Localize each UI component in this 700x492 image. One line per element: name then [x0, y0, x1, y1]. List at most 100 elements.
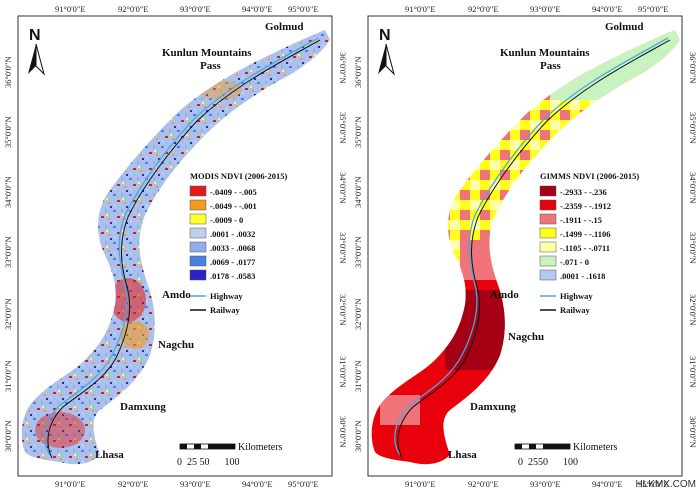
north-label: N — [379, 27, 391, 44]
lon-label: 91°0'0"E — [55, 4, 86, 14]
legend-item: -.071 - 0 — [539, 255, 589, 267]
lon-label: 94°0'0"E — [242, 4, 273, 14]
lon-label: 95°0'0"E — [288, 479, 319, 489]
lon-label: 92°0'0"E — [118, 479, 149, 489]
svg-text:-.1105 - -.0711: -.1105 - -.0711 — [560, 243, 610, 253]
legend-item: -.0009 - 0 — [189, 213, 243, 225]
svg-text:.0069 - .0177: .0069 - .0177 — [210, 257, 256, 267]
lon-label: 93°0'0"E — [530, 479, 561, 489]
lat-label: 35°0'0"N — [353, 116, 363, 148]
lat-label: 36°0'0"N — [3, 56, 13, 88]
scale-bar: Kilometers 0 25 50 100 — [177, 442, 283, 468]
lon-label: 93°0'0"E — [530, 4, 561, 14]
legend-item: -.2933 - -.236 — [539, 185, 607, 197]
lat-label: 32°0'0"N — [353, 298, 363, 330]
scale-ticks: 0 25 50 100 — [177, 457, 240, 468]
lat-label: 30°0'0"N — [3, 420, 13, 452]
modis-map-panel: 91°0'0"E 92°0'0"E 93°0'0"E 94°0'0"E 95°0… — [3, 4, 348, 489]
city-nagchu: Nagchu — [158, 339, 194, 351]
legend-highway: Highway — [540, 291, 593, 301]
legend-item: -.2359 - -.1912 — [539, 199, 611, 211]
gimms-map: 91°0'0"E 92°0'0"E 93°0'0"E 94°0'0"E 95°0… — [353, 4, 698, 489]
legend-item: .0033 - .0068 — [189, 241, 255, 253]
svg-text:Highway: Highway — [560, 291, 593, 301]
lat-label: 33°0'0"N — [688, 232, 698, 264]
legend-item: -.0049 - -.001 — [189, 199, 257, 211]
legend-item: -.1911 - -.15 — [539, 213, 602, 225]
lon-label: 92°0'0"E — [468, 4, 499, 14]
watermark: HLKMX.COM — [635, 479, 696, 490]
svg-text:-.1911 - -.15: -.1911 - -.15 — [560, 215, 602, 225]
lat-label: 30°0'0"N — [688, 416, 698, 448]
legend-highway: Highway — [190, 291, 243, 301]
lat-label: 34°0'0"N — [688, 172, 698, 204]
scale-ticks: 0 2550 100 — [518, 457, 578, 468]
city-damxung: Damxung — [470, 401, 516, 413]
latitude-labels-right: 36°0'0"N 35°0'0"N 34°0'0"N 33°0'0"N 32°0… — [688, 52, 698, 448]
city-damxung: Damxung — [120, 401, 166, 413]
lat-label: 33°0'0"N — [338, 232, 348, 264]
svg-text:-.0009 - 0: -.0009 - 0 — [210, 215, 243, 225]
scale-bar: Kilometers 0 2550 100 — [514, 442, 618, 468]
lat-label: 33°0'0"N — [353, 236, 363, 268]
railway-line — [397, 39, 671, 459]
legend-item: .0069 - .0177 — [189, 255, 256, 267]
lat-label: 36°0'0"N — [688, 52, 698, 84]
lon-label: 91°0'0"E — [405, 4, 436, 14]
lat-label: 34°0'0"N — [353, 176, 363, 208]
svg-text:Highway: Highway — [210, 291, 243, 301]
highway-line — [44, 37, 319, 456]
lon-label: 93°0'0"E — [180, 4, 211, 14]
svg-text:-.2359 - -.1912: -.2359 - -.1912 — [560, 201, 611, 211]
lat-label: 33°0'0"N — [3, 236, 13, 268]
lon-label: 94°0'0"E — [592, 4, 623, 14]
longitude-labels-top: 91°0'0"E 92°0'0"E 93°0'0"E 94°0'0"E 95°0… — [55, 4, 319, 14]
legend-item: .0178 - .0583 — [189, 269, 255, 281]
city-lhasa: Lhasa — [448, 449, 477, 461]
city-kunlun-pass-line2: Pass — [200, 60, 222, 72]
lat-label: 36°0'0"N — [353, 56, 363, 88]
lon-label: 92°0'0"E — [118, 4, 149, 14]
highway-line — [394, 37, 669, 456]
longitude-labels-bottom: 91°0'0"E 92°0'0"E 93°0'0"E 94°0'0"E 95°0… — [55, 479, 319, 489]
gimms-map-panel: 91°0'0"E 92°0'0"E 93°0'0"E 94°0'0"E 95°0… — [350, 0, 700, 492]
legend: GIMMS NDVI (2006-2015) -.2933 - -.236 -.… — [539, 171, 639, 315]
longitude-labels-bottom: 91°0'0"E 92°0'0"E 93°0'0"E 94°0'0"E 95°0… — [405, 479, 669, 489]
lat-label: 31°0'0"N — [3, 360, 13, 392]
longitude-labels-top: 91°0'0"E 92°0'0"E 93°0'0"E 94°0'0"E 95°0… — [405, 4, 669, 14]
lon-label: 95°0'0"E — [288, 4, 319, 14]
lat-label: 32°0'0"N — [338, 294, 348, 326]
legend-item: -.0409 - -.005 — [189, 185, 257, 197]
latitude-labels-left: 36°0'0"N 35°0'0"N 34°0'0"N 33°0'0"N 32°0… — [3, 56, 13, 452]
lat-label: 34°0'0"N — [3, 176, 13, 208]
lat-label: 32°0'0"N — [3, 298, 13, 330]
lat-label: 31°0'0"N — [688, 356, 698, 388]
svg-text:-.0409 - -.005: -.0409 - -.005 — [210, 187, 257, 197]
svg-text:.0001 - .1618: .0001 - .1618 — [560, 271, 605, 281]
svg-text:-.2933 - -.236: -.2933 - -.236 — [560, 187, 607, 197]
svg-text:.0033 - .0068: .0033 - .0068 — [210, 243, 255, 253]
latitude-labels-right: 36°0'0"N 35°0'0"N 34°0'0"N 33°0'0"N 32°0… — [338, 52, 348, 448]
city-lhasa: Lhasa — [95, 449, 124, 461]
city-kunlun-pass: Kunlun Mountains — [162, 47, 252, 59]
svg-text:Railway: Railway — [210, 305, 241, 315]
north-arrow-icon: N — [28, 27, 45, 76]
legend-title: MODIS NDVI (2006-2015) — [190, 171, 287, 181]
modis-ndvi-raster — [21, 30, 330, 465]
city-amdo: Amdo — [490, 289, 519, 301]
modis-map: 91°0'0"E 92°0'0"E 93°0'0"E 94°0'0"E 95°0… — [3, 4, 348, 489]
svg-text:-.1499 - -.1106: -.1499 - -.1106 — [560, 229, 611, 239]
lon-label: 92°0'0"E — [468, 479, 499, 489]
legend-item: .0001 - .1618 — [539, 269, 605, 281]
legend-railway: Railway — [540, 305, 591, 315]
city-golmud: Golmud — [605, 21, 644, 33]
lat-label: 32°0'0"N — [688, 294, 698, 326]
lon-label: 91°0'0"E — [55, 479, 86, 489]
latitude-labels-left: 36°0'0"N 35°0'0"N 34°0'0"N 33°0'0"N 32°0… — [353, 56, 363, 452]
legend-railway: Railway — [190, 305, 241, 315]
lon-label: 95°0'0"E — [638, 479, 669, 489]
lat-label: 30°0'0"N — [353, 420, 363, 452]
lat-label: 31°0'0"N — [353, 360, 363, 392]
svg-text:Railway: Railway — [560, 305, 591, 315]
scale-unit: Kilometers — [238, 442, 283, 453]
